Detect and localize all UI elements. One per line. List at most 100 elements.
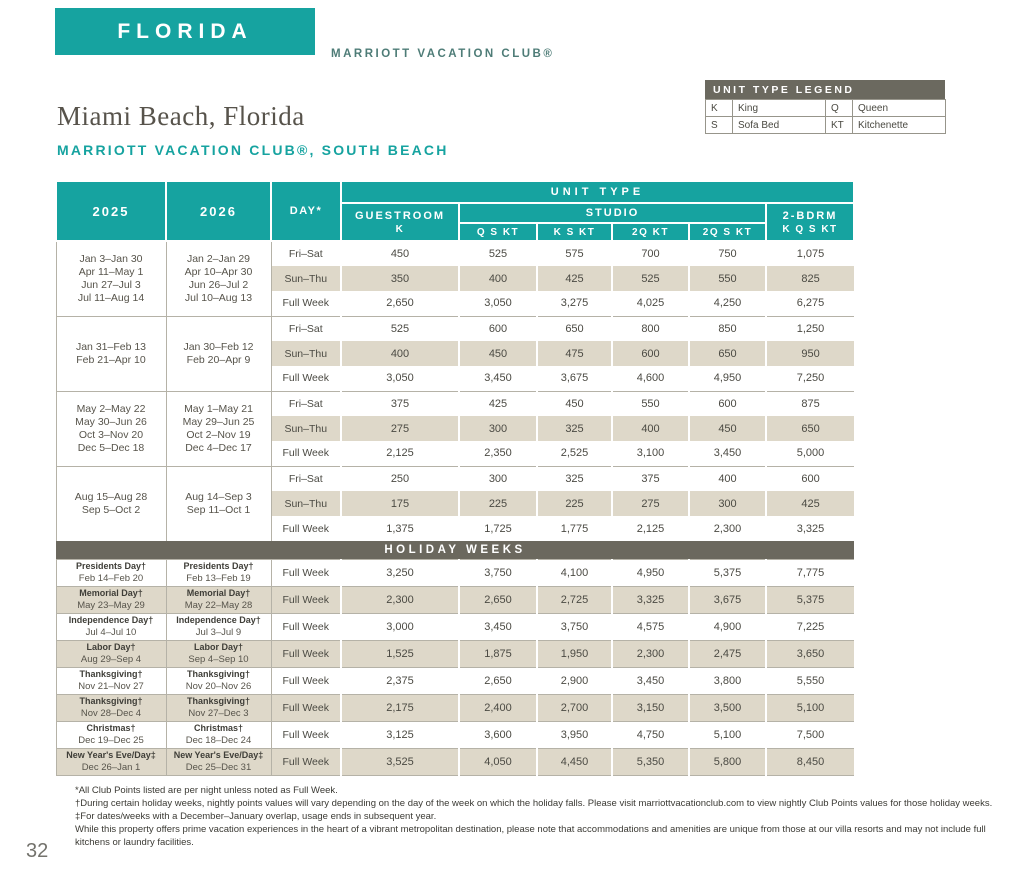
legend-code: KT: [825, 116, 853, 134]
holiday-name: Presidents Day†: [75, 561, 147, 571]
points-cell: 4,900: [688, 613, 766, 640]
points-cell: 600: [611, 341, 689, 366]
holiday-name: Thanksgiving†: [186, 696, 250, 706]
points-cell: 300: [458, 466, 537, 491]
points-cell: 5,100: [688, 721, 766, 748]
points-cell: 450: [458, 341, 537, 366]
date-range: Oct 2–Nov 19: [186, 428, 251, 441]
points-cell: 3,950: [536, 721, 612, 748]
points-cell: 575: [536, 241, 612, 266]
points-cell: 3,525: [340, 748, 459, 775]
date-range: Dec 5–Dec 18: [77, 441, 145, 454]
points-cell: 5,375: [764, 586, 855, 613]
holiday-dates-2025: Labor Day† Aug 29–Sep 4: [55, 640, 167, 667]
day-cell: Fri–Sat: [271, 466, 342, 491]
date-range: Jan 31–Feb 13: [75, 340, 147, 353]
points-cell: 2,375: [340, 667, 459, 694]
points-cell: 3,675: [688, 586, 766, 613]
season-dates-2025: Jan 3–Jan 30 Apr 11–May 1 Jun 27–Jul 3 Jul …: [55, 241, 167, 316]
holiday-date: Nov 20–Nov 26: [185, 681, 252, 692]
holiday-row: Thanksgiving† Nov 28–Dec 4 Thanksgiving† No…: [55, 694, 855, 721]
points-cell: 800: [611, 316, 689, 341]
points-cell: 375: [340, 391, 459, 416]
points-cell: 600: [764, 466, 855, 491]
date-range: May 1–May 21: [184, 402, 253, 415]
points-cell: 1,075: [764, 241, 855, 266]
legend-row: K King Q Queen: [705, 99, 946, 117]
holiday-dates-2025: Thanksgiving† Nov 21–Nov 27: [55, 667, 167, 694]
header-sub-qskt: Q S KT: [458, 222, 538, 242]
points-cell: 2,300: [340, 586, 459, 613]
points-cell: 750: [688, 241, 766, 266]
day-cell: Sun–Thu: [271, 416, 342, 441]
holiday-dates-2026: Labor Day† Sep 4–Sep 10: [165, 640, 272, 667]
points-cell: 425: [458, 391, 537, 416]
season-dates-2025: May 2–May 22 May 30–Jun 26 Oct 3–Nov 20 Dec…: [55, 391, 167, 466]
holiday-dates-2026: New Year's Eve/Day‡ Dec 25–Dec 31: [165, 748, 272, 775]
points-cell: 400: [458, 266, 537, 291]
day-cell: Full Week: [271, 694, 342, 721]
holiday-band-row: HOLIDAY WEEKS: [56, 541, 855, 559]
points-cell: 400: [340, 341, 459, 366]
points-cell: 2,350: [458, 441, 537, 466]
points-cell: 2,175: [340, 694, 459, 721]
points-cell: 3,450: [611, 667, 689, 694]
holiday-date: Dec 26–Jan 1: [81, 762, 141, 773]
legend-label: Queen: [852, 99, 946, 117]
points-cell: 4,025: [611, 291, 689, 316]
holiday-dates-2025: New Year's Eve/Day‡ Dec 26–Jan 1: [55, 748, 167, 775]
date-range: May 30–Jun 26: [75, 415, 147, 428]
points-cell: 650: [536, 316, 612, 341]
holiday-name: Presidents Day†: [183, 561, 254, 571]
holiday-date: Nov 28–Dec 4: [80, 708, 142, 719]
holiday-row: Labor Day† Aug 29–Sep 4 Labor Day† Sep 4–Se…: [55, 640, 855, 667]
season-dates-2026: May 1–May 21 May 29–Jun 25 Oct 2–Nov 19 Dec…: [165, 391, 272, 466]
day-cell: Full Week: [271, 667, 342, 694]
holiday-date: Dec 19–Dec 25: [78, 735, 144, 746]
points-cell: 525: [458, 241, 537, 266]
holiday-row: Thanksgiving† Nov 21–Nov 27 Thanksgiving† N…: [55, 667, 855, 694]
legend-row: S Sofa Bed KT Kitchenette: [705, 116, 946, 134]
legend-code: Q: [825, 99, 853, 117]
points-cell: 3,675: [536, 366, 612, 391]
points-row: Aug 15–Aug 28 Sep 5–Oct 2 Aug 14–Sep 3 Sep …: [55, 466, 855, 541]
date-range: Sep 5–Oct 2: [81, 503, 141, 516]
holiday-weeks-band: HOLIDAY WEEKS: [56, 541, 855, 559]
day-cell: Sun–Thu: [271, 491, 342, 516]
points-cell: 2,650: [340, 291, 459, 316]
points-cell: 2,900: [536, 667, 612, 694]
points-cell: 275: [611, 491, 689, 516]
day-cell: Fri–Sat: [271, 316, 342, 341]
points-cell: 700: [611, 241, 689, 266]
page-title: Miami Beach, Florida: [57, 101, 305, 131]
points-cell: 650: [688, 341, 766, 366]
legend-code: S: [705, 116, 733, 134]
date-range: Aug 14–Sep 3: [185, 490, 252, 503]
season-dates-2025: Aug 15–Aug 28 Sep 5–Oct 2: [55, 466, 167, 541]
points-cell: 4,750: [611, 721, 689, 748]
points-cell: 3,450: [688, 441, 766, 466]
page-number: 32: [26, 840, 49, 862]
points-cell: 7,775: [764, 559, 855, 586]
footnote: While this property offers prime vacatio…: [75, 824, 986, 849]
points-cell: 4,600: [611, 366, 689, 391]
points-cell: 3,450: [458, 366, 537, 391]
holiday-dates-2026: Memorial Day† May 22–May 28: [165, 586, 272, 613]
holiday-date: Dec 25–Dec 31: [185, 762, 252, 773]
holiday-dates-2025: Presidents Day† Feb 14–Feb 20: [55, 559, 167, 586]
points-cell: 4,450: [536, 748, 612, 775]
holiday-dates-2025: Christmas† Dec 19–Dec 25: [55, 721, 167, 748]
day-cell: Fri–Sat: [271, 241, 342, 266]
page-subtitle: MARRIOTT VACATION CLUB®, SOUTH BEACH: [57, 142, 449, 158]
holiday-name: Memorial Day†: [79, 588, 143, 598]
points-cell: 525: [340, 316, 459, 341]
points-cell: 2,125: [340, 441, 459, 466]
points-cell: 550: [688, 266, 766, 291]
season-group: Jan 31–Feb 13 Feb 21–Apr 10 Jan 30–Feb 12 F…: [55, 316, 855, 391]
points-cell: 3,600: [458, 721, 537, 748]
header-sub-2qskt: 2Q S KT: [688, 222, 767, 242]
points-cell: 4,100: [536, 559, 612, 586]
holiday-dates-2026: Thanksgiving† Nov 20–Nov 26: [165, 667, 272, 694]
points-cell: 450: [340, 241, 459, 266]
date-range: Aug 15–Aug 28: [74, 490, 148, 503]
